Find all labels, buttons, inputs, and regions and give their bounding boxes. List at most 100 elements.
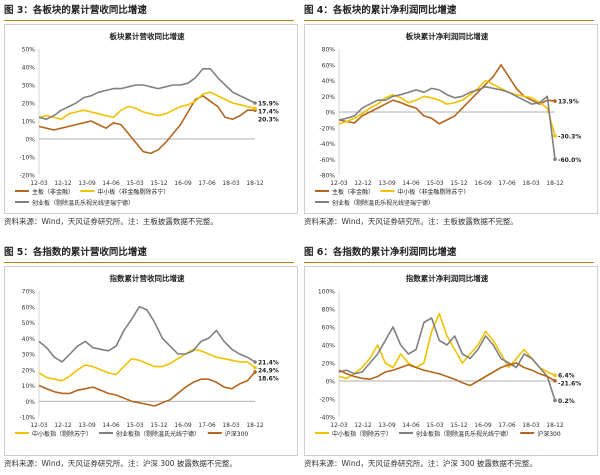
legend-label: 创业板（剔除温氏乐视光线坚瑞宁德） xyxy=(332,199,434,207)
legend-label: 中小板（非金融剔除苏宁） xyxy=(397,188,469,196)
x-tick-label: 12-03 xyxy=(30,422,48,429)
y-tick-label: -20% xyxy=(319,125,335,132)
series-line xyxy=(338,63,556,125)
y-tick-label: -20% xyxy=(319,397,335,404)
series-end-point xyxy=(253,365,257,370)
y-tick-label: 10% xyxy=(22,119,36,126)
x-tick-label: 15-03 xyxy=(426,180,444,187)
y-tick-label: -10% xyxy=(19,415,35,422)
x-tick-label: 12-03 xyxy=(330,180,348,187)
y-tick-label: 60% xyxy=(322,325,336,332)
x-tick-label: 15-12 xyxy=(150,180,168,187)
x-tick-label: 18-03 xyxy=(522,422,540,429)
data-label: -30.3% xyxy=(558,133,581,140)
line-chart: 指数累计净利润同比增速 -40% -20% 0% 20% 40% 60% 80% 100% 12-… xyxy=(315,273,581,438)
line-chart: 板块累计净利润同比增速 -80% -60% -40% -20% 0% 20% 40% 60% 80… xyxy=(315,31,581,207)
x-tick-label: 17-06 xyxy=(198,422,216,429)
y-tick-label: 0% xyxy=(325,110,335,117)
x-tick-label: 16-09 xyxy=(174,180,192,187)
x-tick-label: 12-12 xyxy=(354,180,372,187)
y-tick-label: 40% xyxy=(322,343,336,350)
x-tick-label: 12-12 xyxy=(354,422,372,429)
series-end-point xyxy=(553,134,557,138)
data-label: 21.4% xyxy=(258,360,279,367)
x-tick-label: 14-06 xyxy=(102,180,120,187)
figure-title: 图 6：各指数的累计净利润同比增速 xyxy=(304,246,594,263)
y-tick-label: 100% xyxy=(318,289,335,296)
y-tick-label: 0% xyxy=(25,137,35,144)
x-tick-label: 12-12 xyxy=(54,180,72,187)
x-tick-label: 17-06 xyxy=(498,180,516,187)
source-note: 资料来源：Wind，天风证券研究所。注：沪深 300 披露数据不完整。 xyxy=(304,459,537,468)
y-tick-label: 40% xyxy=(22,65,36,72)
x-tick-label: 16-09 xyxy=(474,422,492,429)
y-tick-label: -80% xyxy=(319,173,335,180)
y-tick-label: 50% xyxy=(22,320,36,327)
series-end-point xyxy=(253,101,257,105)
y-tick-label: 60% xyxy=(22,304,36,311)
x-tick-label: 12-03 xyxy=(30,180,48,187)
x-tick-label: 15-12 xyxy=(150,422,168,429)
y-tick-label: 80% xyxy=(322,47,336,54)
data-label: 6.4% xyxy=(558,373,575,380)
legend-label: 主板（非金融） xyxy=(332,188,374,196)
y-tick-label: 70% xyxy=(22,289,36,296)
data-label: -60.0% xyxy=(558,157,581,164)
y-tick-label: -40% xyxy=(319,141,335,148)
series-line xyxy=(338,312,556,380)
y-tick-label: 0% xyxy=(325,379,335,386)
source-note: 资料来源：Wind，天风证券研究所。注：主板披露数据不完整。 xyxy=(304,217,518,226)
figure-title: 图 4：各板块的累计净利润同比增速 xyxy=(304,4,594,21)
series-end-point xyxy=(553,373,557,378)
series-line xyxy=(38,348,256,382)
legend-label: 创业板指（剔除温氏乐视光线宁德） xyxy=(416,430,512,438)
figure-title: 图 5：各指数的累计营收同比增速 xyxy=(4,246,294,263)
chart-frame: 指数累计营收同比增速 -10% 0% 10% 20% 30% 40% 50% 60% 70% 12-… xyxy=(4,266,298,456)
chart-title: 指数累计营收同比增速 xyxy=(110,273,185,283)
x-tick-label: 16-09 xyxy=(474,180,492,187)
y-tick-label: 40% xyxy=(22,336,36,343)
x-tick-label: 14-06 xyxy=(102,422,120,429)
legend-label: 创业板（剔除温氏乐视光线坚瑞宁德） xyxy=(32,199,134,207)
data-label: 15.9% xyxy=(258,101,279,108)
y-tick-label: 30% xyxy=(22,352,36,359)
legend-label: 创业板指（剔除温氏光线宁德） xyxy=(116,430,200,438)
series-line xyxy=(338,85,556,160)
x-tick-label: 18-12 xyxy=(546,180,564,187)
series-line xyxy=(38,305,256,363)
chart-frame: 板块累计营收同比增速 -20% -10% 0% 10% 20% 30% 40% 50% 12-03… xyxy=(4,24,298,214)
series-end-point xyxy=(253,360,257,364)
series-end-point xyxy=(253,106,257,111)
y-tick-label: 10% xyxy=(22,383,36,390)
y-tick-label: -60% xyxy=(319,157,335,164)
legend-label: 主板（非金融） xyxy=(32,188,74,196)
y-tick-label: 20% xyxy=(22,101,36,108)
x-tick-label: 14-06 xyxy=(402,180,420,187)
series-line xyxy=(38,95,255,155)
chart-frame: 板块累计净利润同比增速 -80% -60% -40% -20% 0% 20% 40% 60% 80… xyxy=(304,24,598,214)
source-note: 资料来源：Wind，天风证券研究所。注：沪深 300 披露数据不完整。 xyxy=(4,459,237,468)
chart-title: 板块累计净利润同比增速 xyxy=(406,31,489,41)
line-chart: 板块累计营收同比增速 -20% -10% 0% 10% 20% 30% 40% 50% 12-03… xyxy=(15,31,279,207)
series-end-point xyxy=(553,99,557,103)
x-tick-label: 17-06 xyxy=(198,180,216,187)
y-tick-label: 30% xyxy=(22,83,36,90)
data-label: -21.6% xyxy=(558,381,581,388)
x-tick-label: 12-12 xyxy=(54,422,72,429)
chart-title: 指数累计净利润同比增速 xyxy=(406,273,489,283)
x-tick-label: 18-12 xyxy=(546,422,564,429)
y-tick-label: -20% xyxy=(19,173,35,180)
x-tick-label: 12-03 xyxy=(330,422,348,429)
series-end-point xyxy=(553,157,557,162)
data-label: 17.4% xyxy=(258,109,279,116)
source-note: 资料来源：Wind，天风证券研究所。注：主板披露数据不完整。 xyxy=(4,217,218,226)
data-label: 18.6% xyxy=(258,376,279,383)
y-tick-label: 20% xyxy=(322,361,336,368)
line-chart: 指数累计营收同比增速 -10% 0% 10% 20% 30% 40% 50% 60% 70% 12-… xyxy=(15,273,279,438)
x-tick-label: 14-06 xyxy=(402,422,420,429)
y-tick-label: 0% xyxy=(25,399,35,406)
x-tick-label: 15-03 xyxy=(126,422,144,429)
x-tick-label: 18-12 xyxy=(246,422,264,429)
figure-title: 图 3：各板块的累计营收同比增速 xyxy=(4,4,294,21)
series-line xyxy=(38,91,256,120)
